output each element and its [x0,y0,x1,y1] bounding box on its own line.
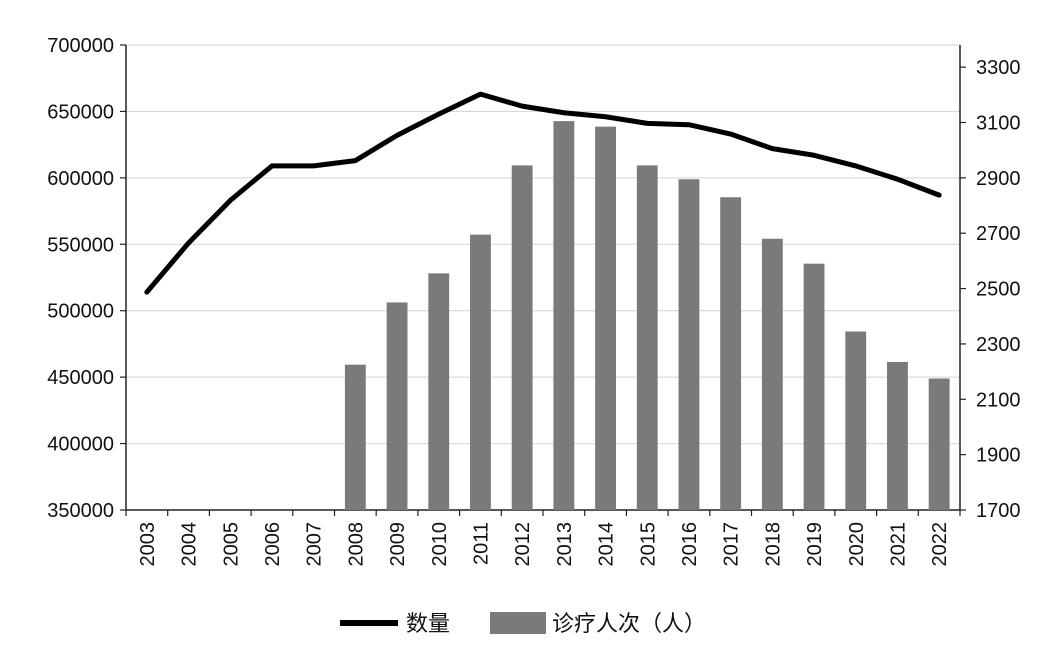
x-tick-label: 2018 [762,522,784,567]
bar [678,179,700,510]
bar [761,238,783,510]
x-tick-label: 2012 [512,522,534,567]
bar [511,165,533,510]
x-tick-label: 2020 [846,522,868,567]
left-tick-label: 400000 [47,434,114,456]
bar [386,302,408,510]
legend-bar-label: 诊疗人次（人） [552,612,706,637]
bar [720,197,742,510]
right-tick-label: 1900 [976,445,1021,467]
x-tick-label: 2013 [554,522,576,567]
legend: 数量 诊疗人次（人） [340,612,706,637]
x-tick-label: 2010 [429,522,451,567]
left-tick-label: 700000 [47,35,114,57]
bar [344,364,366,510]
bar [428,273,450,510]
grid-layer [126,44,960,511]
left-tick-label: 650000 [47,101,114,123]
bar [470,234,491,511]
x-tick-label: 2011 [470,522,492,565]
left-tick-label: 350000 [47,500,114,522]
right-tick-label: 3100 [976,113,1021,135]
x-tick-label: 2022 [929,522,951,567]
right-tick-label: 3300 [976,57,1021,79]
bar [845,331,867,510]
series-line [144,91,942,295]
bar [803,263,825,510]
left-tick-label: 450000 [47,367,114,389]
x-tick-label: 2004 [179,522,201,567]
bar [636,165,658,510]
legend-line-label: 数量 [406,612,450,637]
right-tick-label: 2900 [976,168,1021,190]
line-layer [144,91,942,295]
left-tick-label: 550000 [47,234,114,256]
bar [928,378,950,510]
right-tick-label: 2700 [976,223,1021,245]
bar [595,126,616,510]
x-tick-label: 2006 [262,522,284,567]
right-tick-label: 1700 [976,500,1021,522]
x-tick-label: 2005 [220,522,242,567]
x-tick-label: 2007 [304,522,326,567]
x-tick-label: 2017 [721,522,743,567]
bar [553,121,575,510]
right-tick-label: 2300 [976,334,1021,356]
axis-layer: 350000 400000 450000 500000 550000 600000 6500… [47,35,1020,567]
legend-bar-swatch [490,612,546,634]
x-tick-label: 2016 [679,522,701,567]
x-tick-label: 2008 [345,522,367,567]
x-tick-label: 2019 [804,522,826,567]
left-tick-label: 500000 [47,301,114,323]
bar-layer [344,121,950,511]
bar [887,361,908,510]
right-tick-label: 2500 [976,279,1021,301]
x-tick-label: 2021 [887,522,909,567]
right-tick-label: 2100 [976,389,1021,411]
x-tick-label: 2009 [387,522,409,567]
x-tick-label: 2003 [137,522,159,567]
left-tick-label: 600000 [47,168,114,190]
x-tick-label: 2014 [596,522,618,567]
x-tick-label: 2015 [637,522,659,567]
